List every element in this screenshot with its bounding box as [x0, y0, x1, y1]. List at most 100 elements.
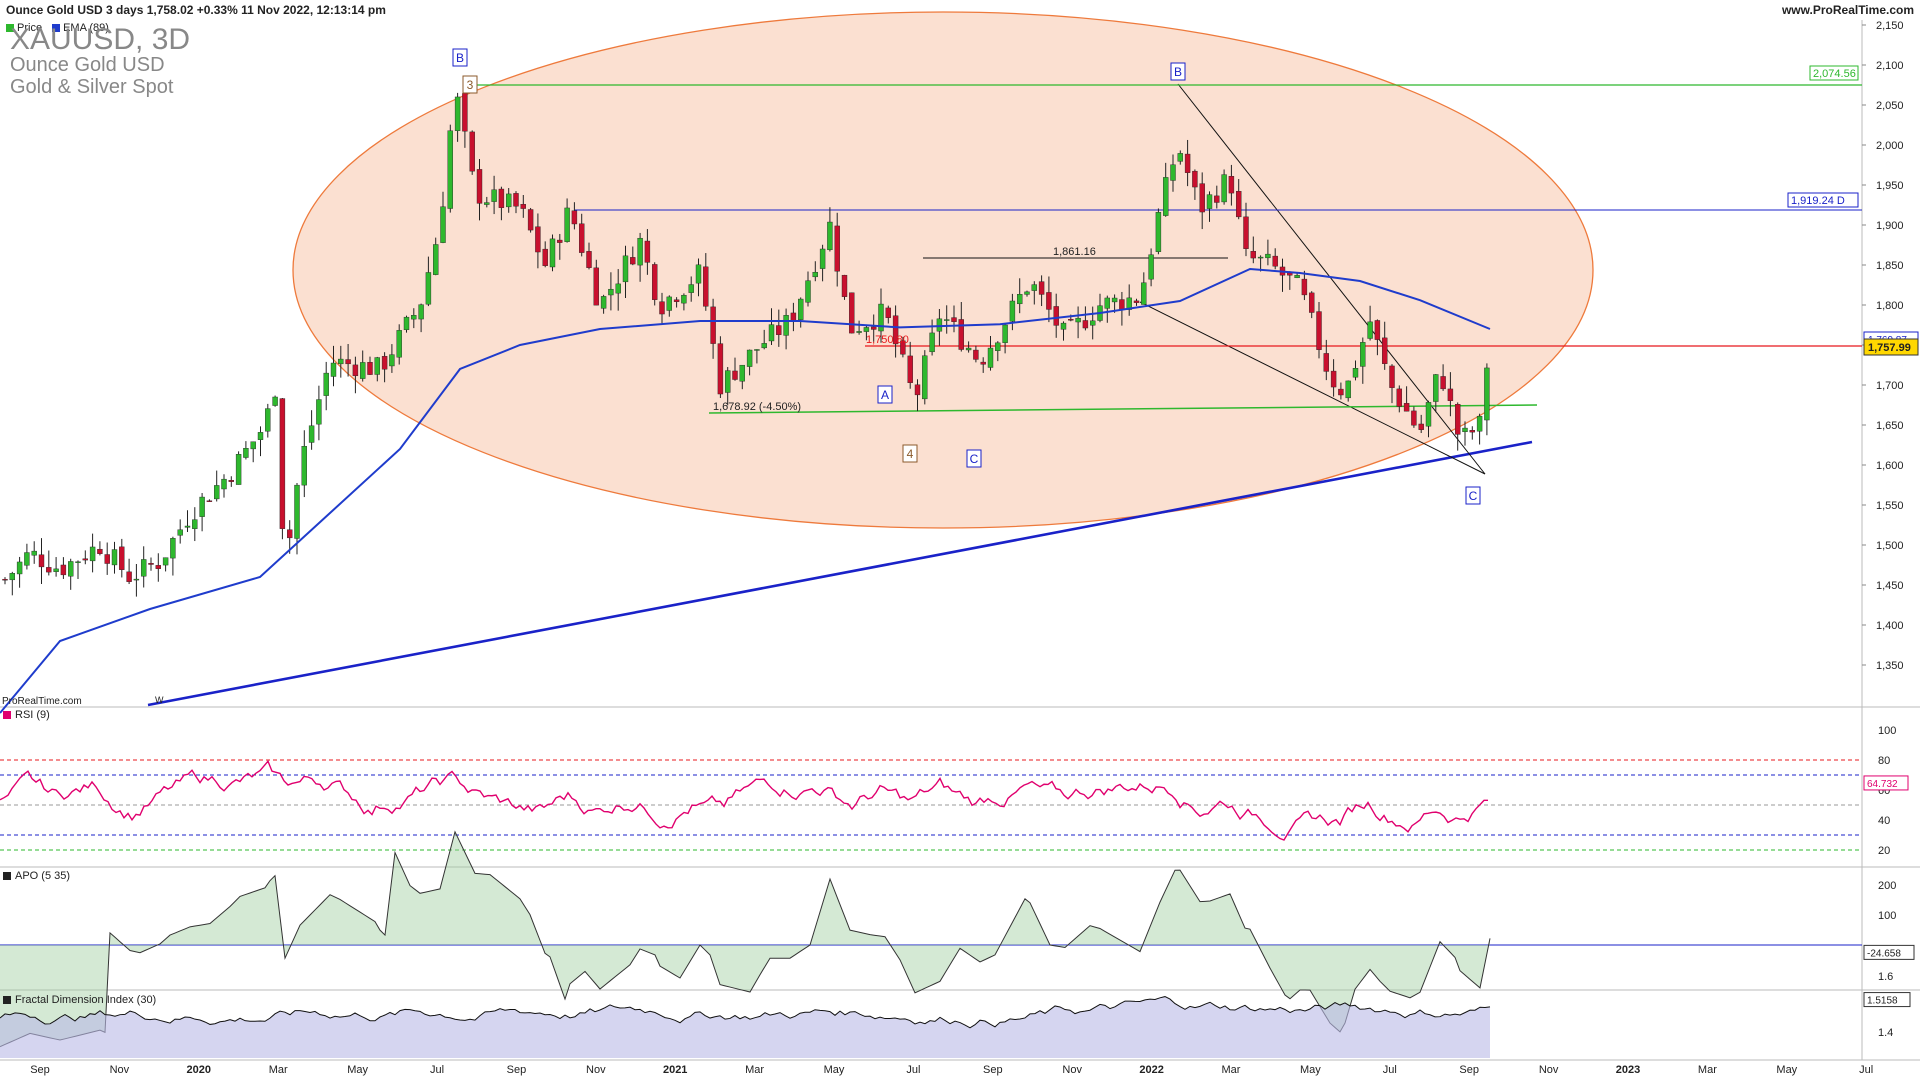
candle: [1367, 321, 1373, 339]
candle: [1206, 194, 1213, 209]
rsi-tick: 100: [1878, 725, 1896, 737]
candle: [688, 284, 694, 293]
y-tick-label: 1,350: [1876, 660, 1904, 672]
apo-legend[interactable]: APO (5 35): [3, 870, 70, 882]
fdi-legend[interactable]: Fractal Dimension Index (30): [3, 994, 156, 1006]
candle: [885, 307, 891, 318]
candle: [980, 361, 986, 365]
candle: [476, 169, 483, 204]
candle: [608, 288, 614, 296]
candle: [1177, 153, 1184, 162]
rsi-value-box: [1863, 775, 1909, 791]
candle: [1447, 388, 1454, 401]
fdi-area: [0, 996, 1490, 1058]
rsi-legend[interactable]: RSI (9): [3, 709, 50, 721]
x-tick-label: Nov: [1062, 1064, 1082, 1076]
wave-label: C: [1469, 489, 1478, 503]
level-label-1919: [1787, 192, 1859, 208]
y-tick-label: 2,050: [1876, 100, 1904, 112]
candle: [338, 358, 344, 365]
candle: [593, 267, 599, 306]
candle: [1265, 253, 1271, 259]
level-label-2074-text: 2,074.56: [1813, 68, 1856, 80]
candle: [1301, 278, 1308, 296]
candle: [498, 188, 505, 208]
candle: [922, 355, 928, 400]
candle: [1235, 191, 1242, 218]
chart-title: Ounce Gold USD 3 days 1,758.02 +0.33% 11…: [6, 3, 386, 17]
y-tick-label: 1,650: [1876, 420, 1904, 432]
candle: [1425, 402, 1432, 427]
apo-tick: 200: [1878, 880, 1896, 892]
legend-price[interactable]: Price: [6, 22, 42, 34]
wave-label-box: [1465, 486, 1481, 505]
candle: [177, 529, 183, 536]
fdi-line: [0, 996, 1491, 1029]
candle: [374, 357, 380, 375]
candle: [1053, 306, 1059, 326]
candle: [265, 408, 271, 432]
candle: [652, 264, 658, 300]
candle: [520, 204, 526, 209]
candle: [1119, 299, 1125, 310]
x-tick-label: Mar: [1222, 1064, 1241, 1076]
candle: [768, 324, 775, 342]
candle: [673, 299, 680, 302]
candle: [447, 130, 453, 209]
candle: [542, 248, 548, 266]
apo-line: [0, 830, 1491, 1048]
x-tick-label: 2023: [1616, 1064, 1640, 1076]
candle: [695, 264, 702, 284]
candle: [615, 283, 621, 294]
candle: [1228, 176, 1235, 194]
last-price-box: [1863, 338, 1919, 356]
wave-label-box: [452, 48, 468, 67]
wave-label: B: [1174, 65, 1182, 79]
candle: [630, 257, 636, 265]
candle: [1440, 376, 1446, 390]
candle: [1330, 370, 1337, 388]
candle: [345, 359, 351, 365]
candle: [1433, 374, 1439, 402]
candle: [1038, 281, 1045, 295]
candle: [126, 571, 132, 582]
candle: [301, 446, 307, 486]
x-tick-label: Sep: [983, 1064, 1003, 1076]
candle: [1199, 183, 1205, 213]
wave-ellipse: [292, 11, 1594, 529]
candle: [272, 396, 278, 406]
wave-label-box: [966, 449, 982, 468]
candle: [892, 315, 899, 345]
candle: [936, 318, 943, 332]
candle: [89, 546, 96, 562]
candle: [1024, 291, 1030, 295]
wave-label: B: [456, 51, 464, 65]
wave-label-box: [1170, 62, 1186, 81]
candle: [564, 207, 570, 242]
candle: [1250, 251, 1257, 259]
site-link[interactable]: www.ProRealTime.com: [1781, 3, 1914, 17]
legend-ema[interactable]: EMA (89): [52, 22, 109, 34]
candle: [228, 480, 235, 482]
channel-line-lower: [1139, 301, 1486, 475]
long-trendline: [147, 440, 1533, 707]
candle: [549, 238, 556, 268]
candle: [75, 561, 81, 563]
level-label-1750: 1,750.80: [866, 334, 909, 346]
candle: [725, 370, 731, 393]
candle: [1345, 380, 1351, 399]
candle: [184, 525, 191, 528]
x-tick-label: Mar: [1698, 1064, 1717, 1076]
candle: [418, 304, 424, 320]
y-tick-label: 1,450: [1876, 580, 1904, 592]
level-label-1861: 1,861.16: [1053, 246, 1096, 258]
candle: [1082, 320, 1089, 329]
candle: [754, 349, 760, 351]
candle: [1360, 342, 1366, 367]
candle: [1374, 320, 1381, 340]
candle: [1221, 174, 1227, 203]
candle: [360, 362, 366, 379]
candle: [1308, 292, 1315, 313]
candle: [907, 355, 913, 383]
